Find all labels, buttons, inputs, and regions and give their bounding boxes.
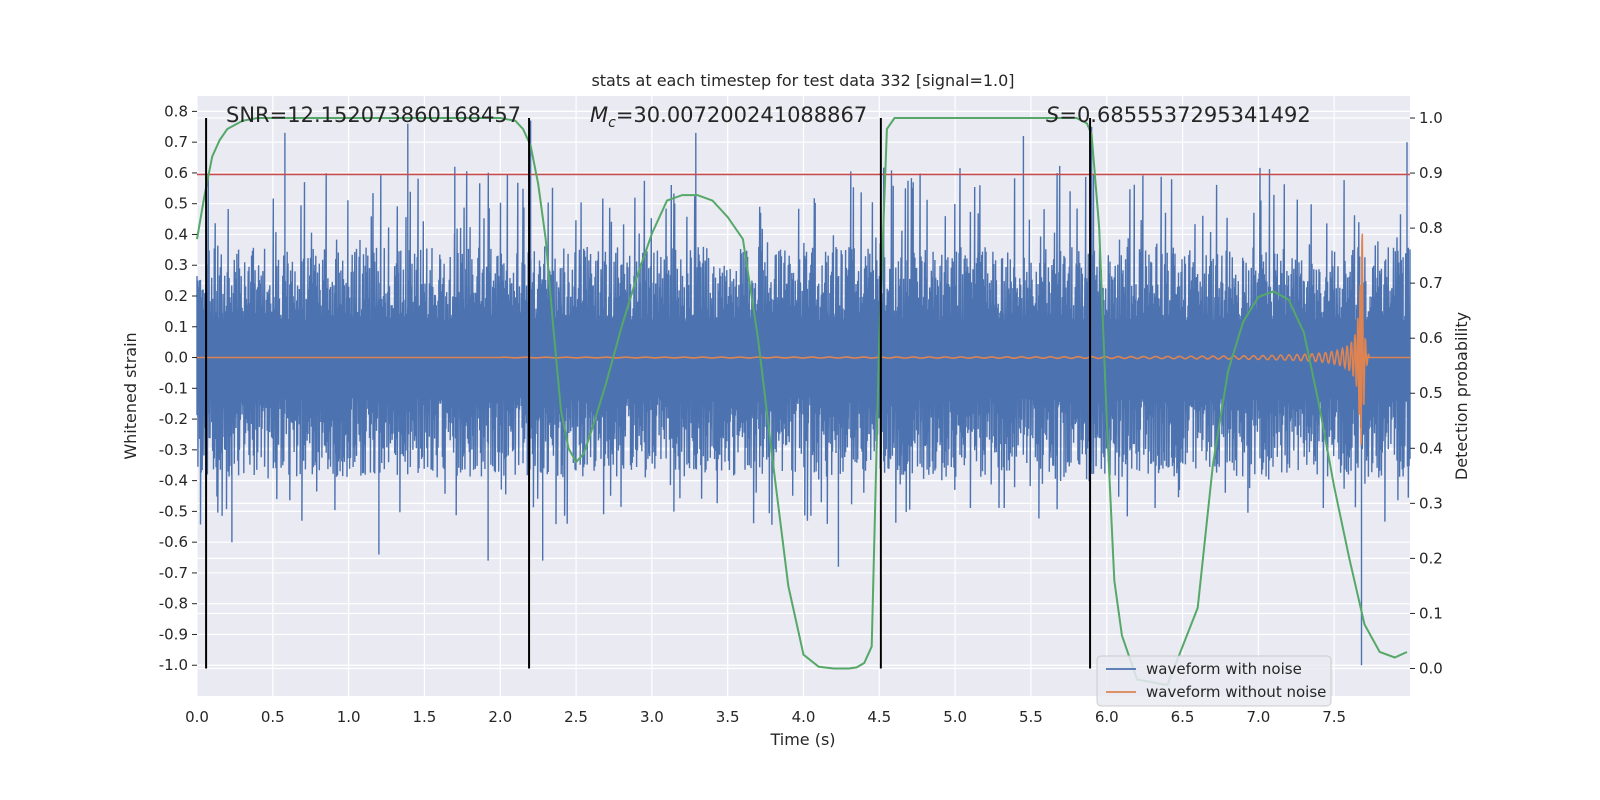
x-tick-label: 2.0 — [488, 708, 512, 726]
y-tick-label: 0.6 — [164, 164, 188, 182]
x-tick-label: 7.0 — [1246, 708, 1270, 726]
y-tick-label: 0.2 — [164, 287, 188, 305]
chirp-mass-symbol: M — [590, 103, 608, 127]
y-tick-label: 0.4 — [164, 225, 188, 243]
x-tick-label: 1.5 — [413, 708, 437, 726]
x-tick-label: 6.5 — [1171, 708, 1195, 726]
x-tick-label: 5.5 — [1019, 708, 1043, 726]
y-tick-label: -0.5 — [159, 502, 188, 520]
snr-annotation: SNR=12.152073860168457 — [226, 103, 521, 127]
s-symbol: S — [1046, 103, 1059, 127]
y2-tick-label: 0.3 — [1419, 494, 1443, 512]
x-tick-label: 3.5 — [716, 708, 740, 726]
y-tick-label: 0.3 — [164, 256, 188, 274]
y2-tick-label: 0.1 — [1419, 604, 1443, 622]
segment-markers — [205, 118, 1092, 669]
y2-tick-label: 0.7 — [1419, 274, 1443, 292]
y-axis-label: Whitened strain — [121, 332, 140, 459]
chirp-mass-subscript: c — [608, 115, 616, 131]
y2-tick-label: 0.2 — [1419, 549, 1443, 567]
y-tick-label: 0.1 — [164, 318, 188, 336]
legend-label-noise: waveform with noise — [1146, 660, 1302, 678]
x-tick-label: 4.0 — [792, 708, 816, 726]
noisy-waveform-line — [196, 120, 1411, 666]
y2-tick-label: 0.0 — [1419, 659, 1443, 677]
clean-waveform-line — [196, 233, 1410, 445]
tick-labels: 0.0 0.5 1.0 1.5 2.0 2.5 3.0 3.5 4.0 4.5 5.0 5.5 6.0 6… — [159, 102, 1443, 726]
series-layer — [196, 117, 1411, 687]
chirp-mass-annotation: Mc=30.007200241088867 — [590, 103, 867, 131]
y-tick-label: -0.8 — [159, 595, 188, 613]
y-tick-label: 0.5 — [164, 195, 188, 213]
x-tick-label: 4.5 — [867, 708, 891, 726]
y-tick-label: -1.0 — [159, 656, 188, 674]
chirp-mass-value: =30.007200241088867 — [616, 103, 867, 127]
chart-title: stats at each timestep for test data 332… — [591, 71, 1014, 90]
y-tick-label: 0.0 — [164, 349, 188, 367]
y-tick-label: 0.8 — [164, 102, 188, 120]
x-tick-label: 0.5 — [261, 708, 285, 726]
x-tick-label: 6.0 — [1095, 708, 1119, 726]
y-tick-label: 0.7 — [164, 133, 188, 151]
y2-tick-label: 0.6 — [1419, 329, 1443, 347]
y-tick-label: -0.1 — [159, 379, 188, 397]
x-tick-label: 0.0 — [185, 708, 209, 726]
y2-tick-label: 0.8 — [1419, 219, 1443, 237]
y-tick-label: -0.2 — [159, 410, 188, 428]
x-tick-label: 1.0 — [337, 708, 361, 726]
y2-axis-label: Detection probability — [1452, 312, 1471, 480]
y-tick-label: -0.3 — [159, 441, 188, 459]
s-annotation: S=0.6855537295341492 — [1046, 103, 1311, 127]
x-tick-label: 3.0 — [640, 708, 664, 726]
legend-label-clean: waveform without noise — [1146, 683, 1326, 701]
y2-tick-label: 1.0 — [1419, 109, 1443, 127]
legend: waveform with noise waveform without noi… — [1096, 655, 1332, 707]
y-tick-label: -0.6 — [159, 533, 188, 551]
detection-probability-line — [196, 117, 1408, 687]
x-axis-label: Time (s) — [769, 730, 835, 749]
y2-tick-label: 0.9 — [1419, 164, 1443, 182]
y-tick-label: -0.4 — [159, 472, 188, 490]
legend-box — [1096, 655, 1332, 707]
y2-tick-label: 0.4 — [1419, 439, 1443, 457]
y2-tick-label: 0.5 — [1419, 384, 1443, 402]
y-tick-label: -0.7 — [159, 564, 188, 582]
x-tick-label: 2.5 — [564, 708, 588, 726]
x-tick-label: 5.0 — [943, 708, 967, 726]
s-value: =0.6855537295341492 — [1059, 103, 1310, 127]
y-tick-label: -0.9 — [159, 625, 188, 643]
x-tick-label: 7.5 — [1322, 708, 1346, 726]
